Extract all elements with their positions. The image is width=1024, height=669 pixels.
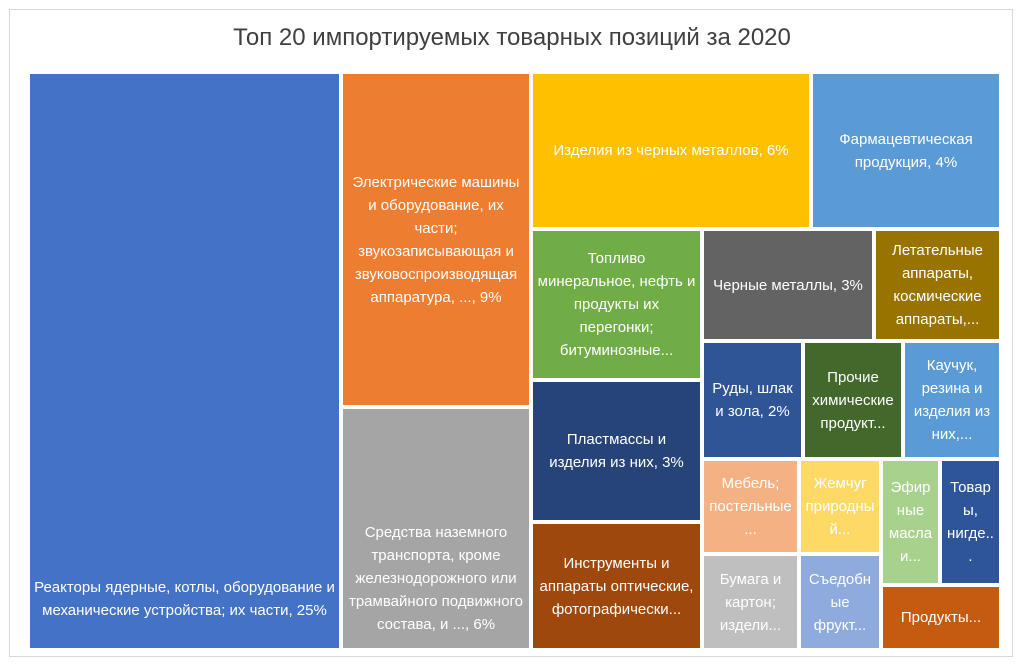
treemap-cell-label: Инструменты и аппараты оптические, фотог… [539, 554, 694, 618]
chart-title: Топ 20 импортируемых товарных позиций за… [233, 24, 791, 51]
treemap-cell: Черные металлы, 3% [702, 229, 874, 341]
treemap-cell: Каучук, резина и изделия из них,... [903, 341, 1001, 459]
treemap-cell: Фармацевтическая продукция, 4% [811, 72, 1001, 229]
treemap-cell-label: Продукты... [900, 609, 982, 626]
treemap-cell-label: Прочие химические продукт... [812, 368, 894, 432]
treemap-cell: Прочие химические продукт... [803, 341, 903, 459]
treemap-cell: Съедобные фрукт... [799, 554, 881, 650]
treemap-cell-label: Бумага и картон; издели... [719, 570, 782, 634]
treemap-cell-label: Товары, нигде... [947, 479, 994, 565]
treemap-cell: Летательные аппараты, космические аппара… [874, 229, 1001, 341]
treemap-cell: Товары, нигде... [940, 459, 1001, 585]
treemap-cell: Средства наземного транспорта, кроме жел… [341, 407, 531, 650]
treemap-cell-label: Каучук, резина и изделия из них,... [913, 357, 991, 443]
treemap-cell: Бумага и картон; издели... [702, 554, 799, 650]
treemap-cell-label: Жемчуг природный... [805, 475, 875, 538]
treemap-cell: Продукты... [881, 585, 1001, 650]
treemap-cell-label: Эфирные масла и... [888, 479, 933, 565]
treemap-cell: Мебель; постельные... [702, 459, 799, 554]
treemap-cell-label: Летательные аппараты, космические аппара… [892, 242, 983, 328]
treemap-cell-label: Руды, шлак и зола, 2% [712, 380, 793, 420]
treemap-cell: Топливо минеральное, нефть и продукты их… [531, 229, 702, 380]
treemap-cell-label: Электрические машины и оборудование, их … [352, 173, 520, 306]
treemap-cell: Инструменты и аппараты оптические, фотог… [531, 522, 702, 650]
treemap-cell: Реакторы ядерные, котлы, оборудование и … [28, 72, 341, 650]
treemap-cell-label: Фармацевтическая продукция, 4% [839, 130, 973, 171]
treemap-cell-label: Съедобные фрукт... [808, 570, 872, 634]
treemap-cell: Электрические машины и оборудование, их … [341, 72, 531, 407]
treemap-cell-label: Топливо минеральное, нефть и продукты их… [537, 250, 696, 359]
treemap-cell: Эфирные масла и... [881, 459, 940, 585]
treemap-cell: Жемчуг природный... [799, 459, 881, 554]
treemap-cell-label: Изделия из черных металлов, 6% [553, 142, 789, 159]
treemap-cell-label: Реакторы ядерные, котлы, оборудование и … [34, 579, 335, 619]
treemap-cell: Пластмассы и изделия из них, 3% [531, 380, 702, 522]
treemap-cell-label: Мебель; постельные... [709, 475, 792, 538]
treemap-cell-label: Черные металлы, 3% [713, 276, 863, 294]
treemap-cell: Руды, шлак и зола, 2% [702, 341, 803, 459]
treemap-cell-label: Средства наземного транспорта, кроме жел… [348, 524, 524, 633]
treemap-cell: Изделия из черных металлов, 6% [531, 72, 811, 229]
treemap-cell-label: Пластмассы и изделия из них, 3% [549, 431, 684, 471]
